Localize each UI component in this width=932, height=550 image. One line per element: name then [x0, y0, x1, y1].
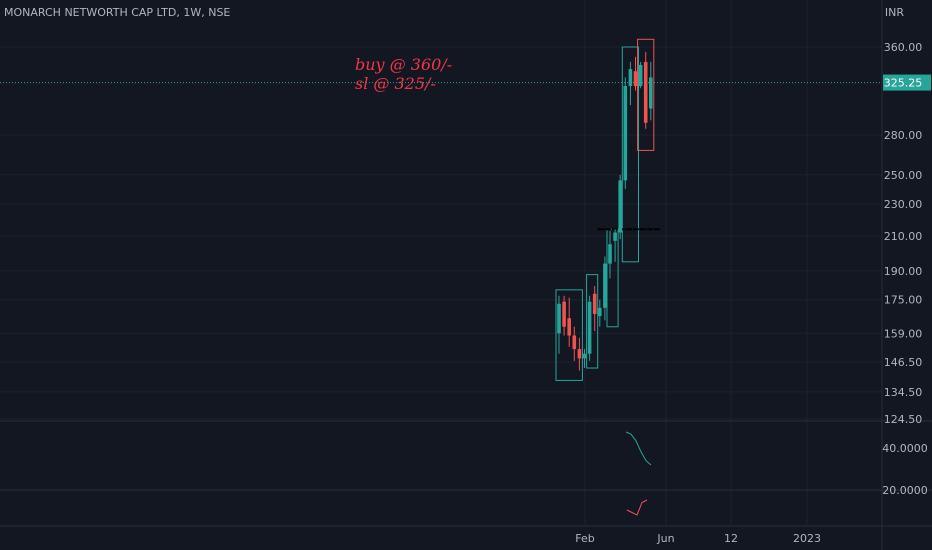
buy-annotation: buy @ 360/-: [355, 55, 453, 74]
candle-body-1: [562, 301, 566, 327]
time-tick-0: Feb: [575, 532, 594, 545]
price-tick-7: 159.00: [884, 327, 923, 340]
symbol-title: MONARCH NETWORTH CAP LTD, 1W, NSE: [4, 6, 231, 19]
candle-body-11: [613, 232, 617, 241]
candle-body-5: [582, 353, 587, 359]
price-tick-5: 190.00: [884, 265, 923, 278]
price-tick-0: 360.00: [884, 41, 923, 54]
last-price-label: 325.25: [884, 77, 923, 90]
indicator-1-line: [625, 431, 652, 466]
price-tick-6: 175.00: [884, 294, 923, 307]
candle-body-12: [618, 180, 622, 233]
range-box-3: [621, 46, 639, 263]
candle-body-17: [643, 61, 648, 123]
time-tick-1: Jun: [656, 532, 674, 545]
candle-body-14: [628, 69, 633, 87]
candle-body-4: [577, 349, 582, 359]
indicator-2-tick: 20.0000: [882, 484, 928, 497]
range-box-0: [555, 289, 583, 381]
candle-body-6: [587, 301, 592, 354]
candle-body-0: [557, 303, 561, 334]
candle-body-18: [649, 77, 653, 109]
candle-body-2: [567, 318, 571, 336]
time-tick-3: 2023: [793, 532, 821, 545]
candle-body-8: [598, 307, 602, 317]
last-price-badge: [883, 74, 931, 91]
candle-body-9: [603, 263, 607, 308]
price-tick-1: 280.00: [884, 129, 923, 142]
price-tick-9: 134.50: [884, 386, 923, 399]
stoploss-annotation: sl @ 325/-: [355, 74, 436, 93]
indicator-2-line: [626, 499, 648, 516]
range-box-1: [586, 274, 599, 369]
price-tick-4: 210.00: [884, 230, 923, 243]
range-box-2: [606, 228, 619, 328]
time-tick-2: 12: [724, 532, 738, 545]
candle-body-13: [623, 86, 628, 181]
price-tick-3: 230.00: [884, 198, 923, 211]
currency-label: INR: [884, 6, 904, 19]
range-box-4: [637, 38, 655, 151]
candle-body-7: [592, 293, 597, 315]
price-tick-2: 250.00: [884, 169, 923, 182]
candle-body-10: [608, 244, 612, 264]
candle-body-3: [572, 335, 577, 350]
candle-body-15: [633, 71, 638, 87]
indicator-1-tick: 40.0000: [882, 442, 928, 455]
price-tick-10: 124.50: [884, 413, 923, 426]
candle-body-16: [638, 64, 643, 87]
price-tick-8: 146.50: [884, 356, 923, 369]
